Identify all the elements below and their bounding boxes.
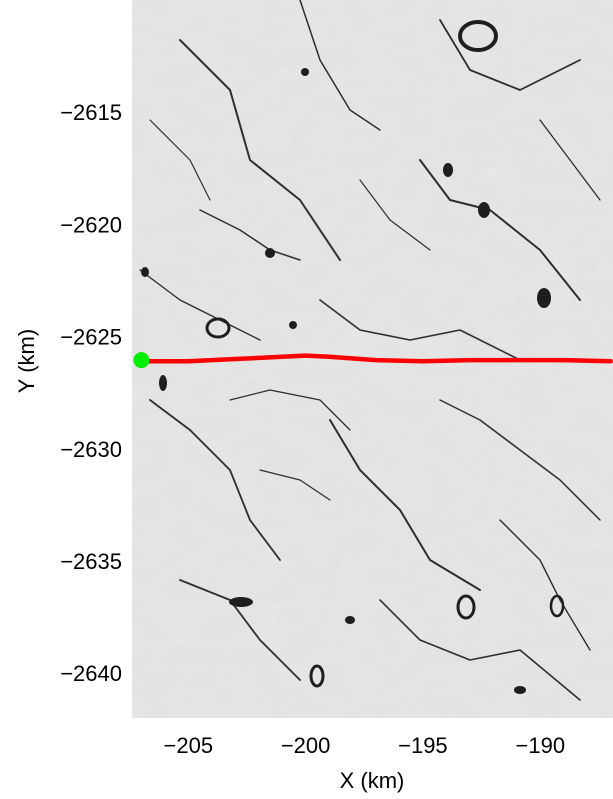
y-tick-label: −2635 [60,549,122,574]
ice-dark-features [141,20,565,694]
x-tick-label: −205 [164,733,214,758]
track-line [140,353,613,364]
x-axis-ticks: −205 −200 −195 −190 [164,733,566,758]
start-point-marker [133,352,150,369]
y-tick-label: −2630 [60,437,122,462]
y-tick-label: −2620 [60,212,122,237]
ice-fractures [139,0,601,701]
x-tick-label: −195 [398,733,448,758]
x-tick-label: −200 [281,733,331,758]
y-tick-label: −2615 [60,100,122,125]
y-axis-ticks: −2615 −2620 −2625 −2630 −2635 −2640 [60,100,122,686]
x-tick-label: −190 [516,733,566,758]
y-axis-title: Y (km) [14,329,39,393]
y-tick-label: −2625 [60,325,122,350]
y-tick-label: −2640 [60,661,122,686]
x-axis-title: X (km) [340,768,405,793]
